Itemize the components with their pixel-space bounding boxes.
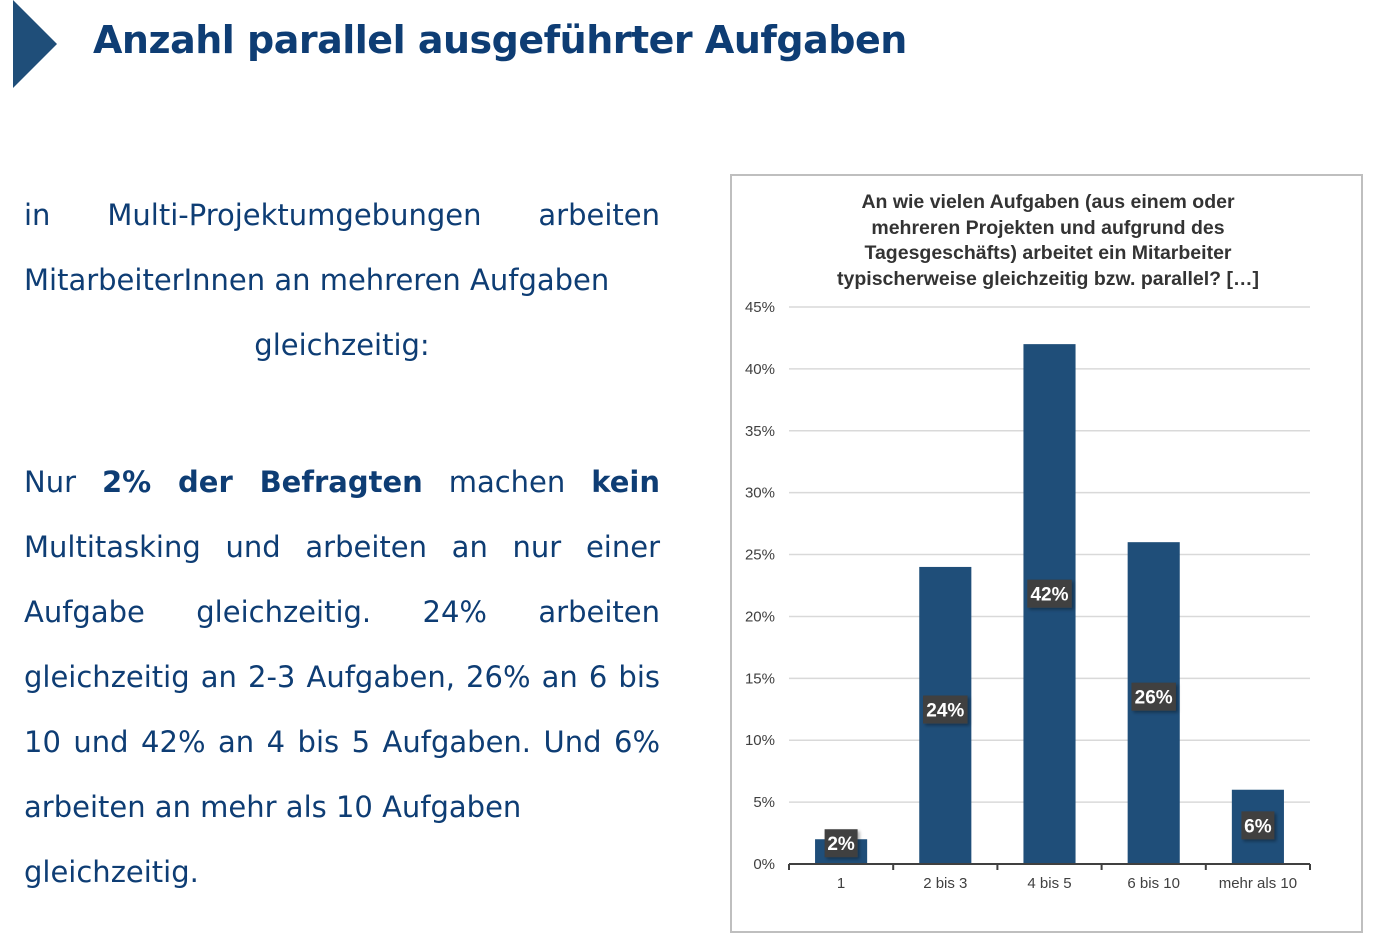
summary-mid: machen bbox=[422, 465, 592, 499]
summary-highlight-kein: kein bbox=[591, 465, 660, 499]
data-label-box bbox=[1131, 682, 1176, 711]
data-label: 42% bbox=[1030, 585, 1068, 606]
x-tick-label: 2 bis 3 bbox=[923, 875, 967, 892]
y-tick-label: 40% bbox=[745, 361, 775, 378]
data-label: 6% bbox=[1244, 816, 1272, 837]
chart-title-line: An wie vielen Aufgaben (aus einem oder bbox=[861, 191, 1235, 213]
chart-title-line: mehreren Projekten und aufgrund des bbox=[871, 216, 1225, 239]
x-tick-label: 6 bis 10 bbox=[1127, 875, 1180, 892]
y-tick-label: 20% bbox=[745, 608, 775, 625]
title-arrow-icon bbox=[13, 0, 57, 88]
y-tick-label: 0% bbox=[753, 856, 775, 873]
intro-text-last: gleichzeitig: bbox=[254, 328, 430, 362]
summary-last: gleichzeitig. bbox=[24, 855, 199, 889]
intro-text: in Multi-Projektumgebungen arbeiten Mita… bbox=[24, 198, 660, 297]
y-tick-label: 5% bbox=[753, 794, 775, 811]
chart-title-line: typischerweise gleichzeitig bzw. paralle… bbox=[837, 267, 1259, 290]
y-tick-label: 45% bbox=[745, 299, 775, 316]
x-tick-label: 1 bbox=[837, 875, 845, 892]
x-tick-label: mehr als 10 bbox=[1219, 875, 1297, 892]
data-label-box bbox=[824, 829, 858, 858]
data-label-box bbox=[1241, 811, 1275, 840]
summary-lead: Nur bbox=[24, 465, 102, 499]
summary-paragraph: Nur 2% der Befragten machen kein Multita… bbox=[24, 450, 660, 905]
chart-title: An wie vielen Aufgaben (aus einem oder m… bbox=[768, 190, 1328, 292]
y-tick-label: 15% bbox=[745, 670, 775, 687]
data-label: 26% bbox=[1135, 688, 1173, 709]
data-label: 2% bbox=[827, 834, 855, 855]
data-label-box bbox=[1027, 579, 1072, 608]
x-tick-label: 4 bis 5 bbox=[1027, 875, 1071, 892]
data-label-box bbox=[923, 695, 968, 724]
y-tick-label: 25% bbox=[745, 547, 775, 564]
y-tick-label: 10% bbox=[745, 732, 775, 749]
summary-highlight-respondents: 2% der Befragten bbox=[101, 465, 423, 499]
y-tick-label: 30% bbox=[745, 485, 775, 502]
y-tick-label: 35% bbox=[745, 423, 775, 440]
page-title: Anzahl parallel ausgeführter Aufgaben bbox=[93, 18, 907, 62]
data-label: 24% bbox=[926, 701, 964, 722]
intro-paragraph: in Multi-Projektumgebungen arbeiten Mita… bbox=[24, 183, 660, 378]
summary-rest: Multitasking und arbeiten an nur einer A… bbox=[24, 530, 660, 824]
chart-title-line: Tagesgeschäfts) arbeitet ein Mitarbeiter bbox=[864, 242, 1232, 264]
